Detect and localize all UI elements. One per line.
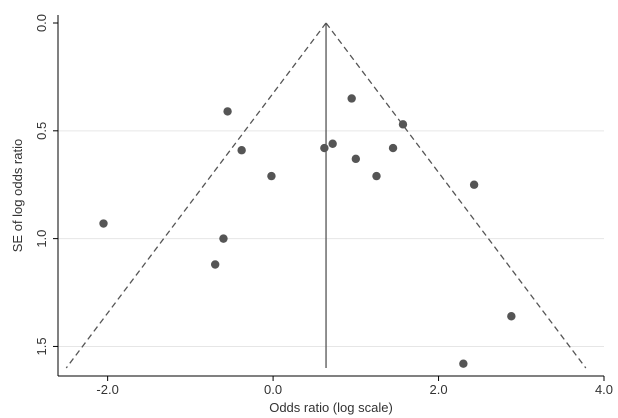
data-point xyxy=(320,143,329,153)
data-point xyxy=(210,260,220,269)
y-tick-label: 1.0 xyxy=(34,230,49,248)
funnel-left-line xyxy=(65,22,327,369)
data-point xyxy=(351,154,361,164)
funnel-right-line xyxy=(325,22,587,369)
data-points xyxy=(99,94,516,368)
y-tick-label: 0.0 xyxy=(34,14,49,32)
data-point xyxy=(372,171,381,181)
data-point xyxy=(469,180,479,189)
x-tick-label: 2.0 xyxy=(430,382,448,397)
data-point xyxy=(459,359,468,368)
data-point xyxy=(99,219,108,228)
data-point xyxy=(223,107,232,116)
data-point xyxy=(237,146,246,155)
data-point xyxy=(507,312,516,321)
x-tick-label: -2.0 xyxy=(96,382,118,397)
axes: -2.0 0.0 2.0 4.0 0.0 0.5 1.0 1.5 xyxy=(34,14,613,397)
y-axis-title: SE of log odds ratio xyxy=(10,139,25,252)
y-tick-label: 0.5 xyxy=(34,122,49,140)
x-axis-title: Odds ratio (log scale) xyxy=(269,400,393,415)
x-tick-label: 4.0 xyxy=(595,382,613,397)
x-tick-label: 0.0 xyxy=(264,382,282,397)
data-point xyxy=(267,171,276,181)
grid-lines xyxy=(58,130,604,347)
data-point xyxy=(398,120,408,129)
data-point xyxy=(219,234,228,243)
data-point xyxy=(388,143,398,153)
funnel-lines xyxy=(65,22,587,369)
y-tick-label: 1.5 xyxy=(34,337,49,355)
data-point xyxy=(328,139,337,148)
data-point xyxy=(347,94,356,103)
